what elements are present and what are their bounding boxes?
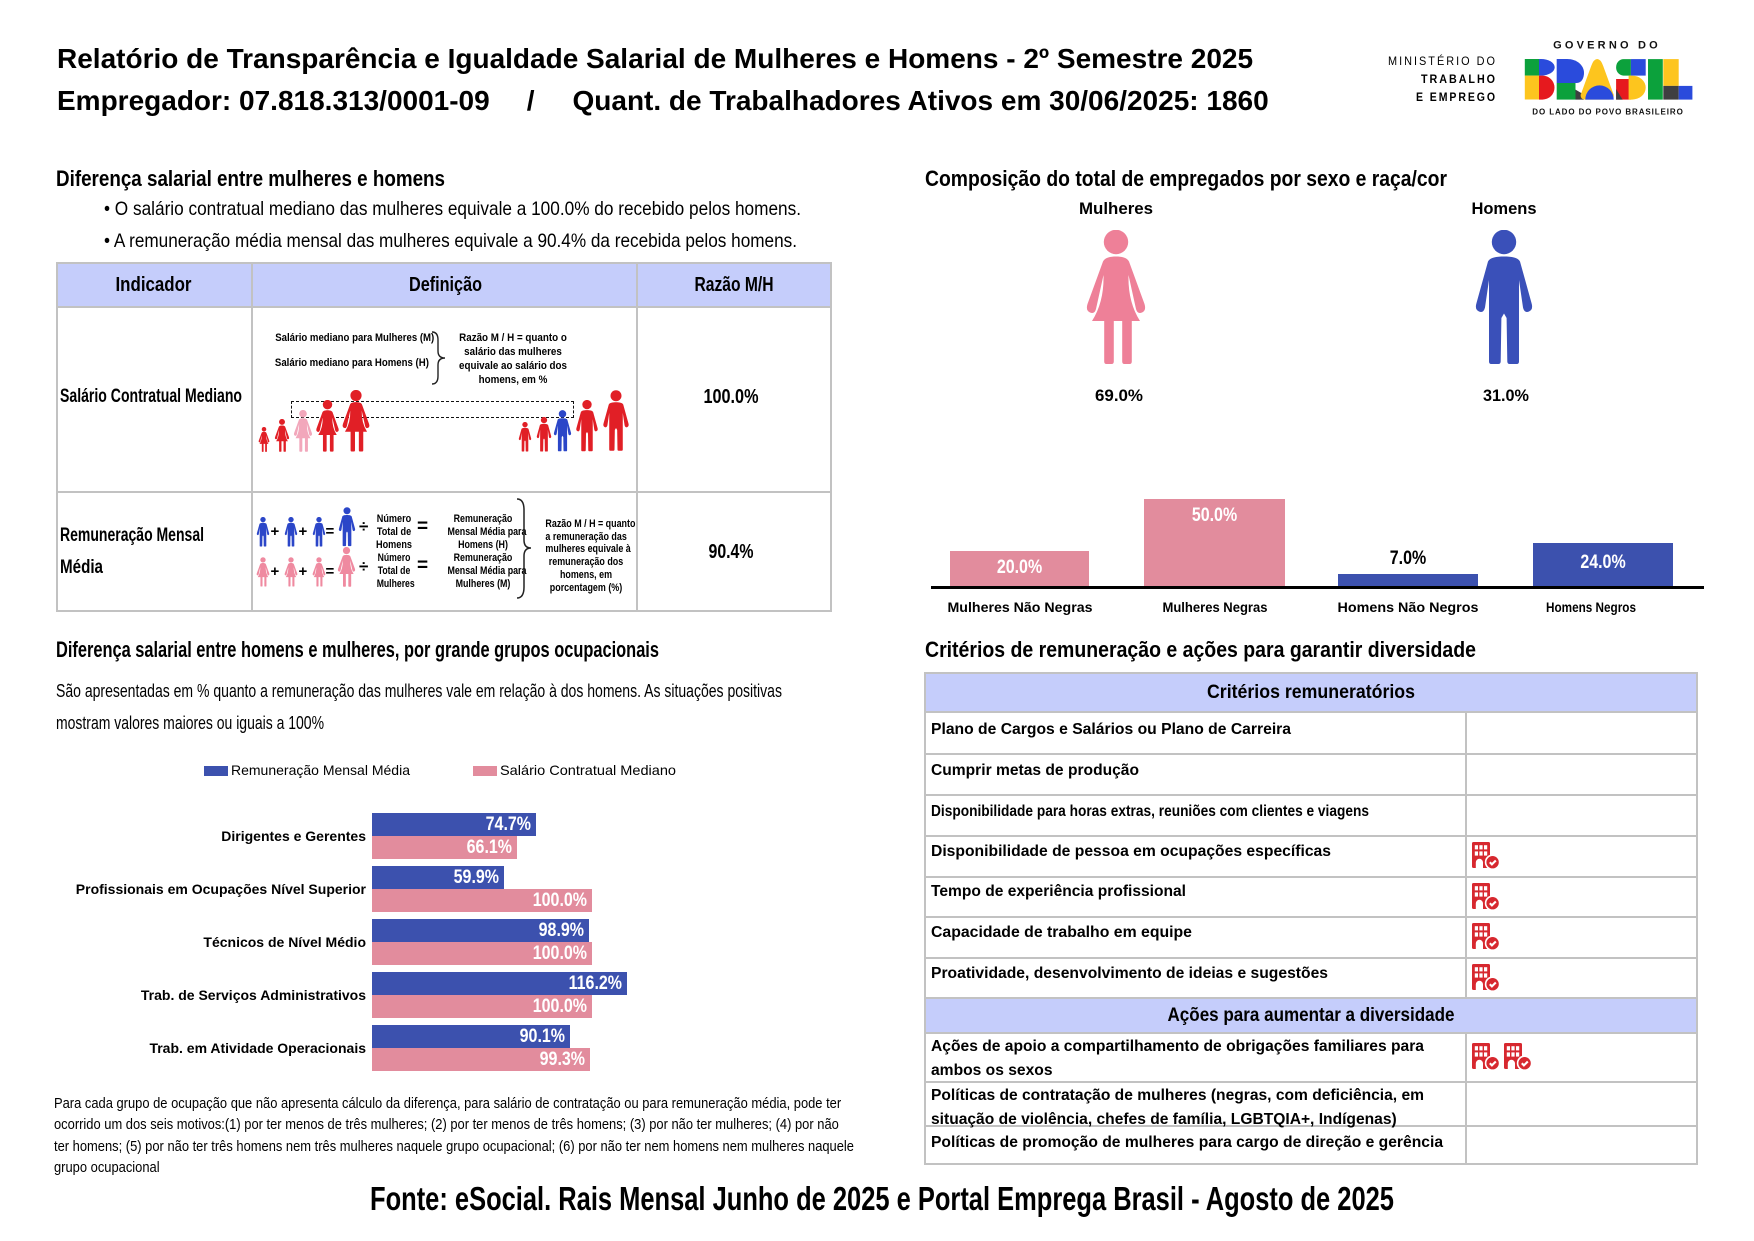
svg-text:DO LADO DO POVO BRASILEIRO: DO LADO DO POVO BRASILEIRO xyxy=(1532,108,1683,117)
svg-text:GOVERNO DO: GOVERNO DO xyxy=(1553,40,1661,52)
